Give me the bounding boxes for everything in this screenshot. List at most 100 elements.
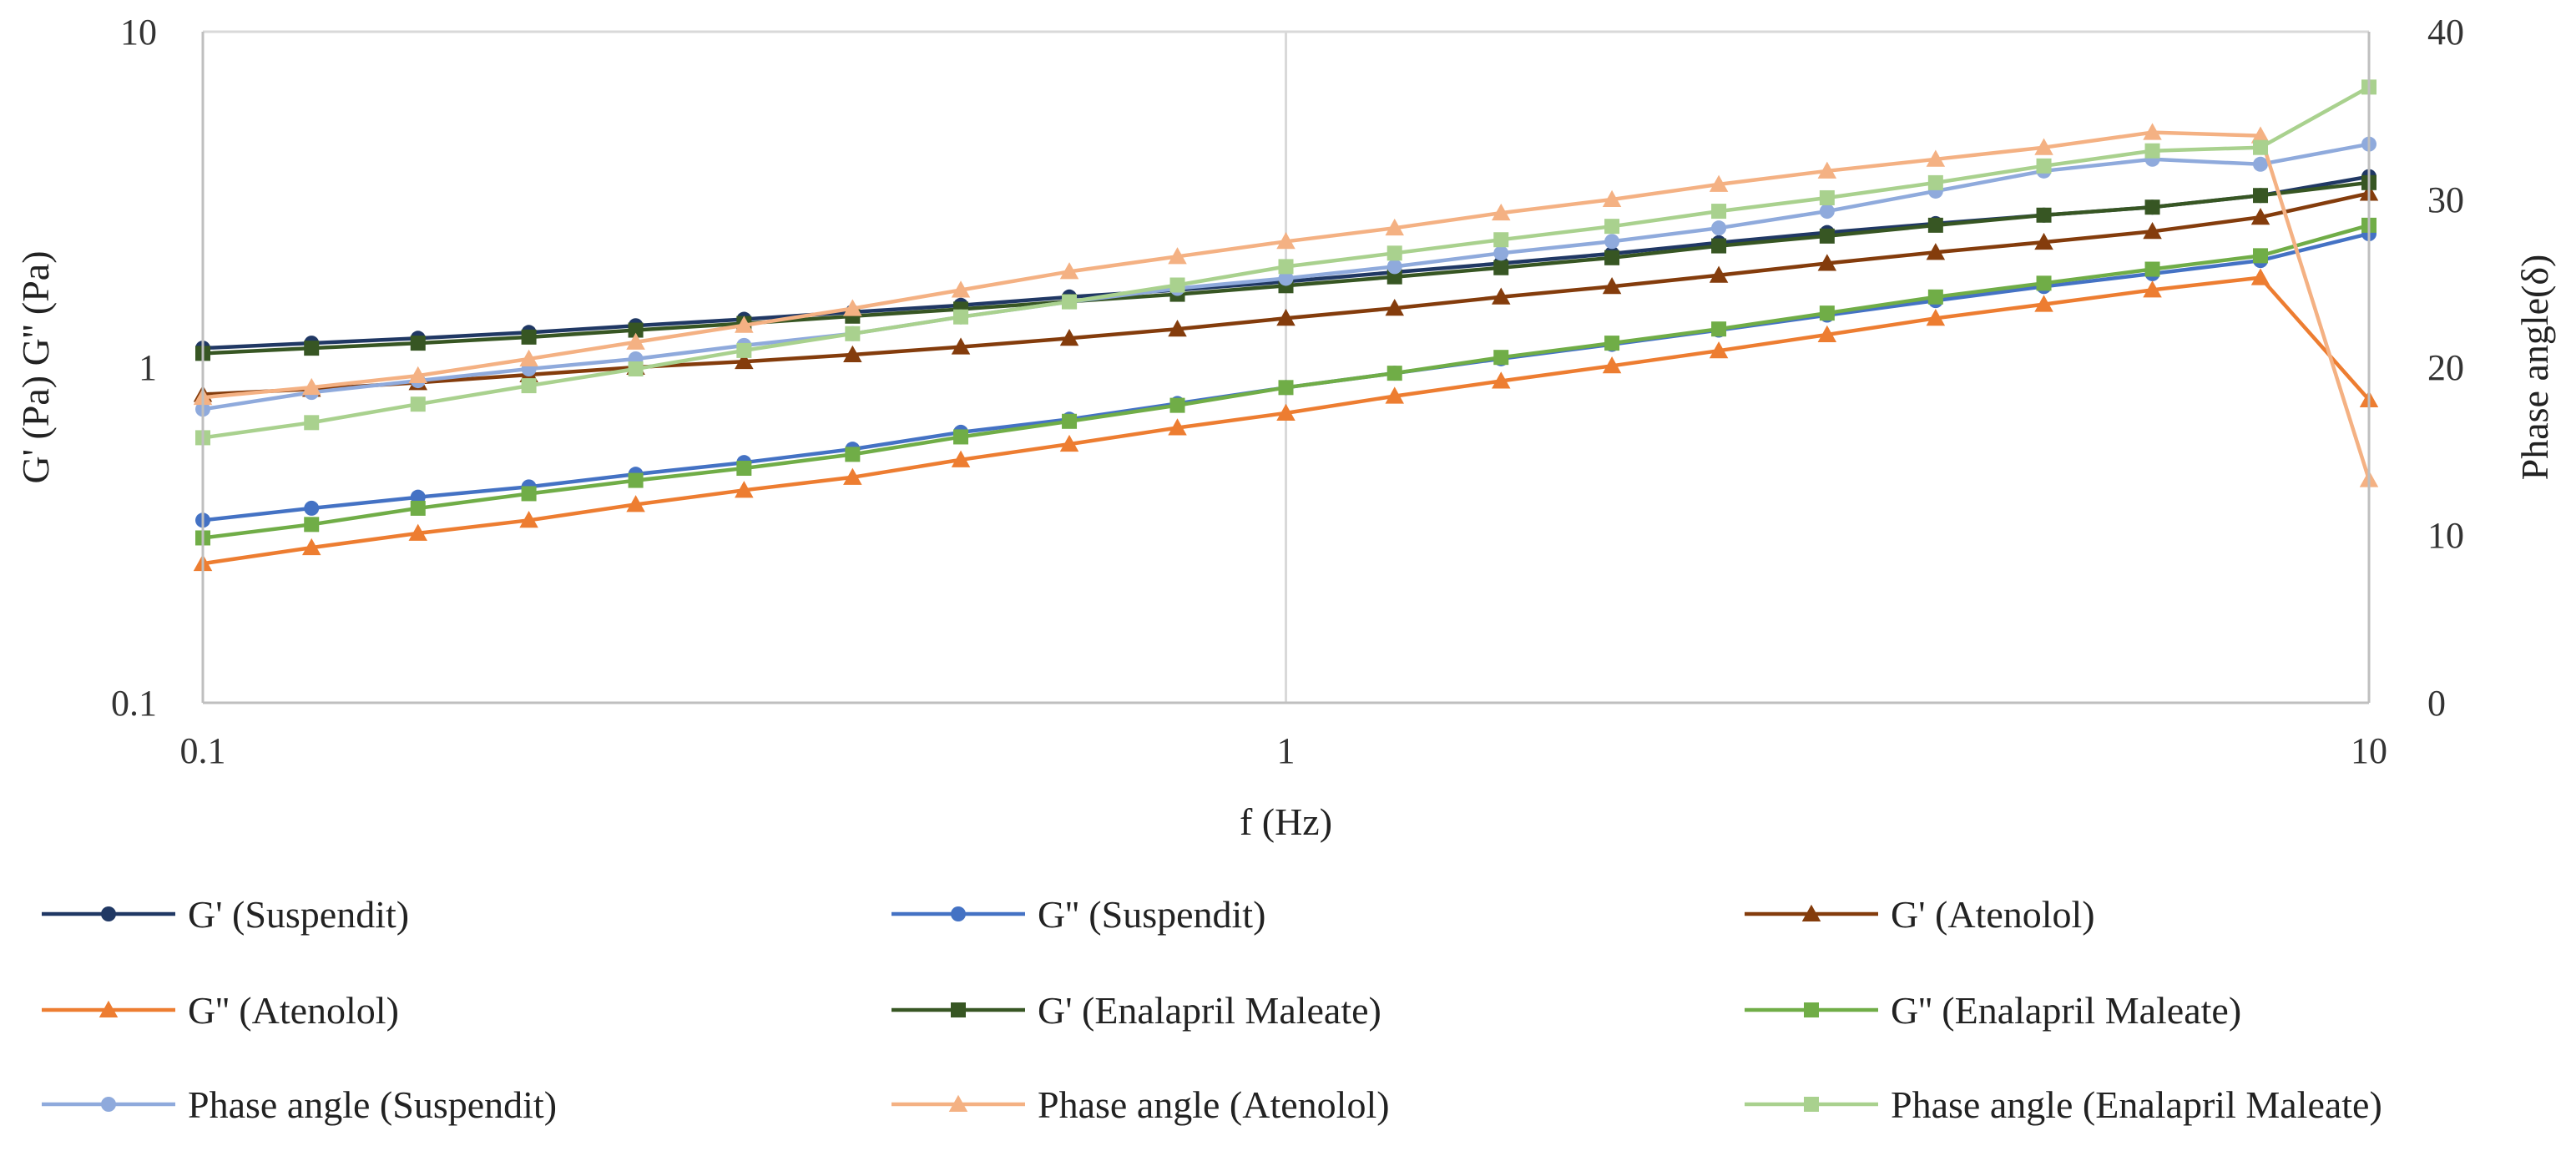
- data-point: [735, 481, 754, 498]
- data-point: [521, 378, 537, 394]
- data-point: [1604, 336, 1620, 351]
- data-point: [410, 500, 426, 516]
- data-point: [1386, 366, 1402, 381]
- data-point: [843, 467, 862, 485]
- data-point: [2253, 248, 2269, 264]
- legend-label: G' (Enalapril Maleate): [1038, 989, 1381, 1032]
- data-point: [2253, 139, 2269, 155]
- data-point: [628, 361, 644, 377]
- legend-item-0: G' (Suspendit): [42, 893, 409, 936]
- data-point: [1493, 350, 1509, 366]
- data-point: [408, 366, 428, 384]
- legend-label: G' (Atenolol): [1891, 893, 2095, 936]
- data-point: [1926, 243, 1946, 260]
- legend-marker: [98, 1000, 119, 1017]
- data-point: [1169, 277, 1185, 293]
- legend-label: Phase angle (Suspendit): [188, 1083, 557, 1126]
- y2-tick-label: 30: [2427, 179, 2464, 220]
- y-tick-label: 1: [139, 347, 157, 388]
- data-point: [2034, 232, 2053, 250]
- data-point: [1711, 321, 1727, 337]
- data-point: [1602, 277, 1622, 295]
- data-point: [951, 337, 971, 355]
- data-point: [2036, 275, 2052, 291]
- data-point: [1062, 294, 1078, 310]
- legend-label: Phase angle (Enalapril Maleate): [1891, 1083, 2382, 1126]
- data-point: [1817, 325, 1837, 343]
- legend-item-1: G'' (Suspendit): [891, 893, 1265, 936]
- data-point: [1385, 386, 1404, 404]
- data-point: [628, 472, 644, 488]
- legend-item-4: G' (Enalapril Maleate): [891, 989, 1381, 1032]
- axes-layer: 0.1 1 10 0.1 1 10 0 10 20 30 40 f (Hz) G' (Pa) G'' (…: [14, 12, 2556, 843]
- y-axis-title: G' (Pa) G'' (Pa): [14, 250, 57, 483]
- data-point: [1168, 418, 1187, 436]
- data-point: [1386, 259, 1402, 275]
- x-axis-title: f (Hz): [1240, 800, 1332, 843]
- data-point: [951, 280, 971, 298]
- data-point: [1492, 287, 1511, 305]
- data-point: [2144, 199, 2160, 215]
- data-point: [1927, 289, 1943, 305]
- x-tick-label: 1: [1277, 730, 1296, 771]
- legend-marker: [101, 906, 116, 921]
- data-point: [2034, 295, 2053, 312]
- data-point: [1386, 245, 1402, 261]
- data-point: [1168, 247, 1187, 265]
- legend-item-6: Phase angle (Suspendit): [42, 1083, 557, 1126]
- data-point: [1604, 219, 1620, 235]
- series-5: [195, 217, 2376, 546]
- data-point: [1604, 234, 1620, 250]
- data-point: [843, 299, 862, 316]
- data-point: [1493, 232, 1509, 248]
- data-point: [1709, 341, 1729, 359]
- legend-marker: [1801, 904, 1821, 921]
- data-point: [304, 500, 320, 516]
- data-point: [521, 486, 537, 502]
- data-point: [1817, 161, 1837, 179]
- data-point: [2253, 188, 2269, 204]
- data-point: [1927, 217, 1943, 233]
- data-point: [1711, 220, 1727, 236]
- data-point: [301, 538, 321, 556]
- data-point: [1711, 238, 1727, 254]
- y2-tick-label: 10: [2427, 515, 2464, 556]
- data-point: [2143, 222, 2162, 240]
- data-point: [2143, 280, 2162, 298]
- legend-label: G'' (Atenolol): [188, 989, 399, 1032]
- x-tick-label: 10: [2351, 730, 2387, 771]
- data-point: [953, 429, 969, 445]
- data-point: [843, 345, 862, 362]
- data-point: [1709, 265, 1729, 283]
- data-point: [2250, 126, 2270, 144]
- data-point: [735, 351, 754, 370]
- data-point: [519, 511, 538, 528]
- data-point: [626, 332, 645, 350]
- legend-item-7: Phase angle (Atenolol): [891, 1083, 1390, 1126]
- data-point: [845, 326, 861, 341]
- y-tick-label: 10: [120, 12, 157, 53]
- data-point: [1709, 174, 1729, 192]
- y-tick-label: 0.1: [111, 683, 157, 724]
- data-point: [2250, 268, 2270, 285]
- data-point: [304, 341, 320, 356]
- y2-axis-title: Phase angle(δ): [2513, 255, 2556, 481]
- data-point: [1602, 189, 1622, 207]
- legend-marker: [1804, 1097, 1819, 1112]
- data-point: [519, 349, 538, 366]
- legend-item-2: G' (Atenolol): [1745, 893, 2095, 936]
- data-point: [1819, 204, 1835, 220]
- data-point: [1278, 270, 1294, 286]
- legend-marker: [951, 906, 966, 921]
- legend-label: G'' (Enalapril Maleate): [1891, 989, 2241, 1032]
- data-point: [2144, 143, 2160, 159]
- data-point: [1278, 259, 1294, 275]
- legend-label: Phase angle (Atenolol): [1038, 1083, 1390, 1126]
- data-point: [1385, 218, 1404, 236]
- data-point: [2253, 156, 2269, 172]
- data-point: [1927, 174, 1943, 190]
- data-point: [736, 461, 752, 477]
- data-point: [1059, 329, 1079, 346]
- data-point: [1276, 232, 1296, 250]
